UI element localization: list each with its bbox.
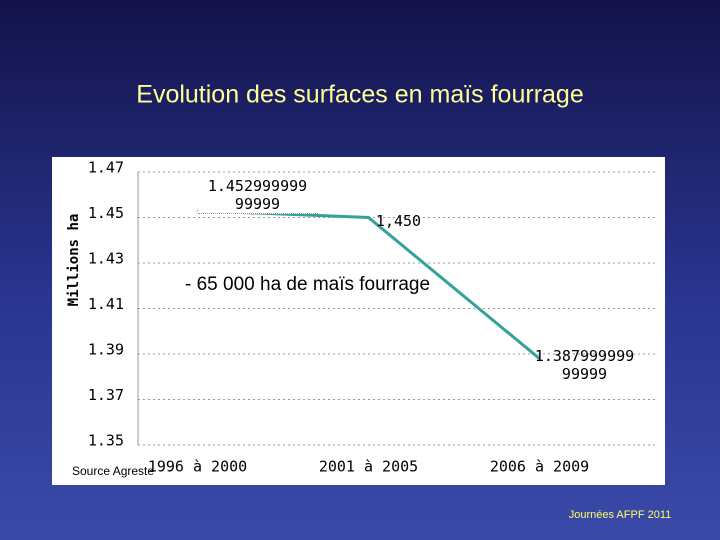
value-label: 1,450 bbox=[375, 211, 422, 230]
y-tick-label: 1.43 bbox=[88, 250, 124, 268]
x-tick-label: 1996 à 2000 bbox=[148, 458, 247, 476]
footer: Journées AFPF 2011 bbox=[569, 509, 672, 521]
value-label: 1.387999999 99999 bbox=[534, 346, 635, 383]
y-tick-label: 1.45 bbox=[88, 204, 124, 222]
x-tick-label: 2006 à 2009 bbox=[490, 458, 589, 476]
x-tick-label: 2001 à 2005 bbox=[319, 458, 418, 476]
source: Source Agreste bbox=[72, 464, 154, 478]
chart-title: Evolution des surfaces en maïs fourrage bbox=[136, 81, 583, 109]
y-axis-label: Millions ha bbox=[66, 214, 82, 307]
plot-panel bbox=[52, 157, 665, 485]
y-tick-label: 1.35 bbox=[88, 432, 124, 450]
y-tick-label: 1.39 bbox=[88, 341, 124, 359]
value-label: 1.452999999 99999 bbox=[197, 176, 318, 214]
y-tick-label: 1.47 bbox=[88, 159, 124, 177]
y-tick-label: 1.37 bbox=[88, 386, 124, 404]
annotation: - 65 000 ha de maïs fourrage bbox=[185, 274, 430, 295]
y-tick-label: 1.41 bbox=[88, 295, 124, 313]
